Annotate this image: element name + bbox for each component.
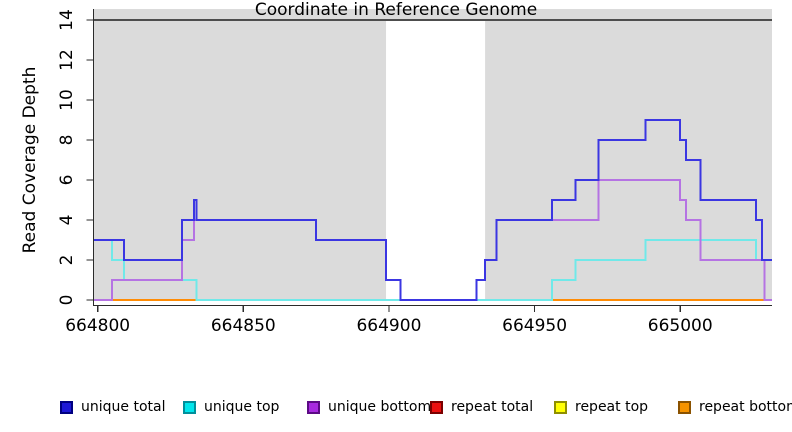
y-tick-label: 8 — [57, 135, 77, 146]
legend-item: repeat total — [430, 399, 533, 415]
legend-swatch — [60, 400, 73, 414]
legend-item: unique total — [60, 399, 165, 415]
legend-label: repeat top — [575, 399, 649, 415]
legend-item: repeat top — [554, 399, 648, 415]
y-tick-label: 0 — [57, 295, 77, 306]
legend-item: repeat bottom — [678, 399, 792, 415]
legend: unique total unique top unique bottom repea… — [0, 399, 792, 423]
legend-item: unique bottom — [307, 399, 431, 415]
x-tick-label: 664950 — [502, 316, 567, 336]
y-tick-label: 12 — [57, 49, 77, 71]
x-axis-title: Coordinate in Reference Genome — [254, 0, 538, 20]
legend-swatch — [430, 400, 443, 414]
x-tick-label: 664800 — [65, 316, 130, 336]
legend-swatch — [678, 400, 691, 414]
legend-label: repeat bottom — [699, 399, 792, 415]
y-tick-label: 4 — [57, 215, 77, 226]
legend-label: unique bottom — [328, 399, 432, 415]
legend-swatch — [307, 400, 320, 414]
y-tick-label: 2 — [57, 255, 77, 266]
coverage-chart: 664800 664850 664900 664950 665000 0 2 4 6 8 10 12 1… — [57, 9, 772, 336]
legend-label: unique top — [204, 399, 280, 415]
y-axis-title: Read Coverage Depth — [20, 66, 40, 254]
series-unique-total — [93, 119, 772, 301]
x-tick-label: 664850 — [211, 316, 276, 336]
y-tick-label: 10 — [57, 89, 77, 111]
x-tick-label: 664900 — [356, 316, 421, 336]
y-tick-label: 14 — [57, 9, 77, 31]
x-tick-label: 665000 — [648, 316, 713, 336]
legend-swatch — [183, 400, 196, 414]
legend-swatch — [554, 400, 567, 414]
legend-label: repeat total — [451, 399, 534, 415]
y-tick-label: 6 — [57, 175, 77, 186]
legend-item: unique top — [183, 399, 279, 415]
unshaded-gap — [386, 20, 486, 300]
legend-label: unique total — [81, 399, 166, 415]
